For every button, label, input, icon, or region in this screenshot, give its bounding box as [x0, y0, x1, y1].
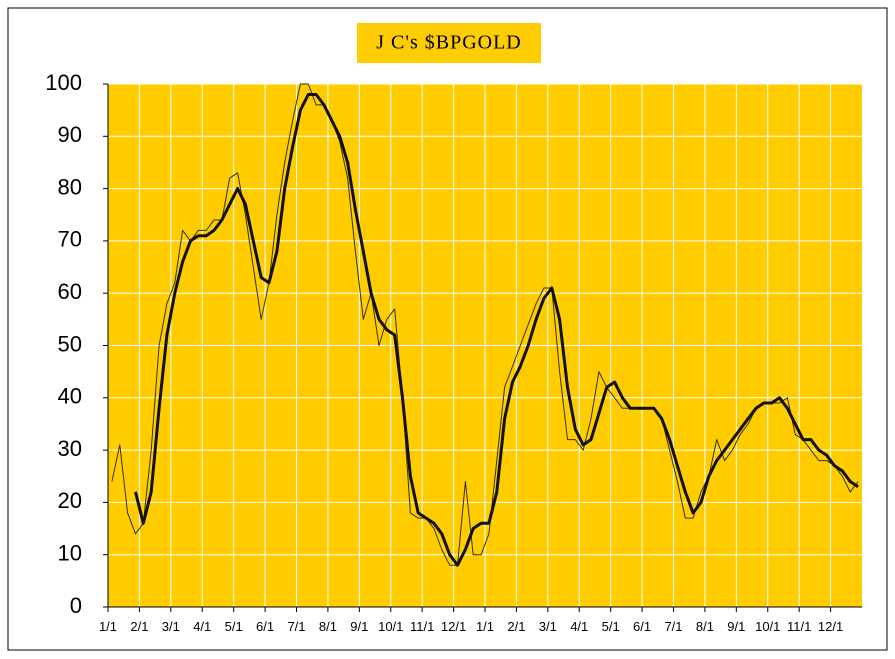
- x-tick-label: 6/1: [633, 619, 651, 634]
- x-tick-label: 3/1: [539, 619, 557, 634]
- x-tick-label: 11/1: [410, 619, 434, 634]
- y-tick-label: 50: [58, 331, 82, 356]
- y-tick-label: 90: [58, 122, 82, 147]
- x-tick-label: 2/1: [130, 619, 148, 634]
- x-tick-label: 4/1: [193, 619, 211, 634]
- x-tick-label: 7/1: [664, 619, 682, 634]
- y-tick-label: 0: [70, 593, 82, 618]
- x-tick-label: 6/1: [256, 619, 274, 634]
- y-tick-label: 40: [58, 384, 82, 409]
- x-tick-label: 3/1: [162, 619, 180, 634]
- x-tick-label: 8/1: [696, 619, 714, 634]
- x-tick-label: 8/1: [319, 619, 337, 634]
- x-tick-label: 1/1: [476, 619, 494, 634]
- x-tick-label: 5/1: [225, 619, 243, 634]
- y-tick-label: 60: [58, 279, 82, 304]
- x-tick-label: 1/1: [99, 619, 117, 634]
- y-tick-label: 100: [45, 70, 82, 95]
- x-tick-label: 5/1: [602, 619, 620, 634]
- x-tick-label: 4/1: [570, 619, 588, 634]
- data-line: [111, 83, 859, 566]
- y-tick-label: 20: [58, 488, 82, 513]
- data-line: [134, 93, 859, 567]
- y-tick-label: 30: [58, 436, 82, 461]
- x-tick-label: 10/1: [755, 619, 780, 634]
- y-tick-label: 80: [58, 174, 82, 199]
- x-tick-label: 10/1: [378, 619, 403, 634]
- x-tick-label: 2/1: [507, 619, 525, 634]
- x-tick-label: 7/1: [287, 619, 305, 634]
- x-tick-label: 12/1: [441, 619, 466, 634]
- y-tick-label: 10: [58, 541, 82, 566]
- chart-title: J C's $BPGOLD: [376, 32, 522, 54]
- x-tick-label: 12/1: [818, 619, 843, 634]
- x-tick-label: 11/1: [787, 619, 811, 634]
- title-box: [357, 23, 541, 63]
- x-tick-label: 9/1: [350, 619, 368, 634]
- x-tick-label: 9/1: [727, 619, 745, 634]
- y-tick-label: 70: [58, 227, 82, 252]
